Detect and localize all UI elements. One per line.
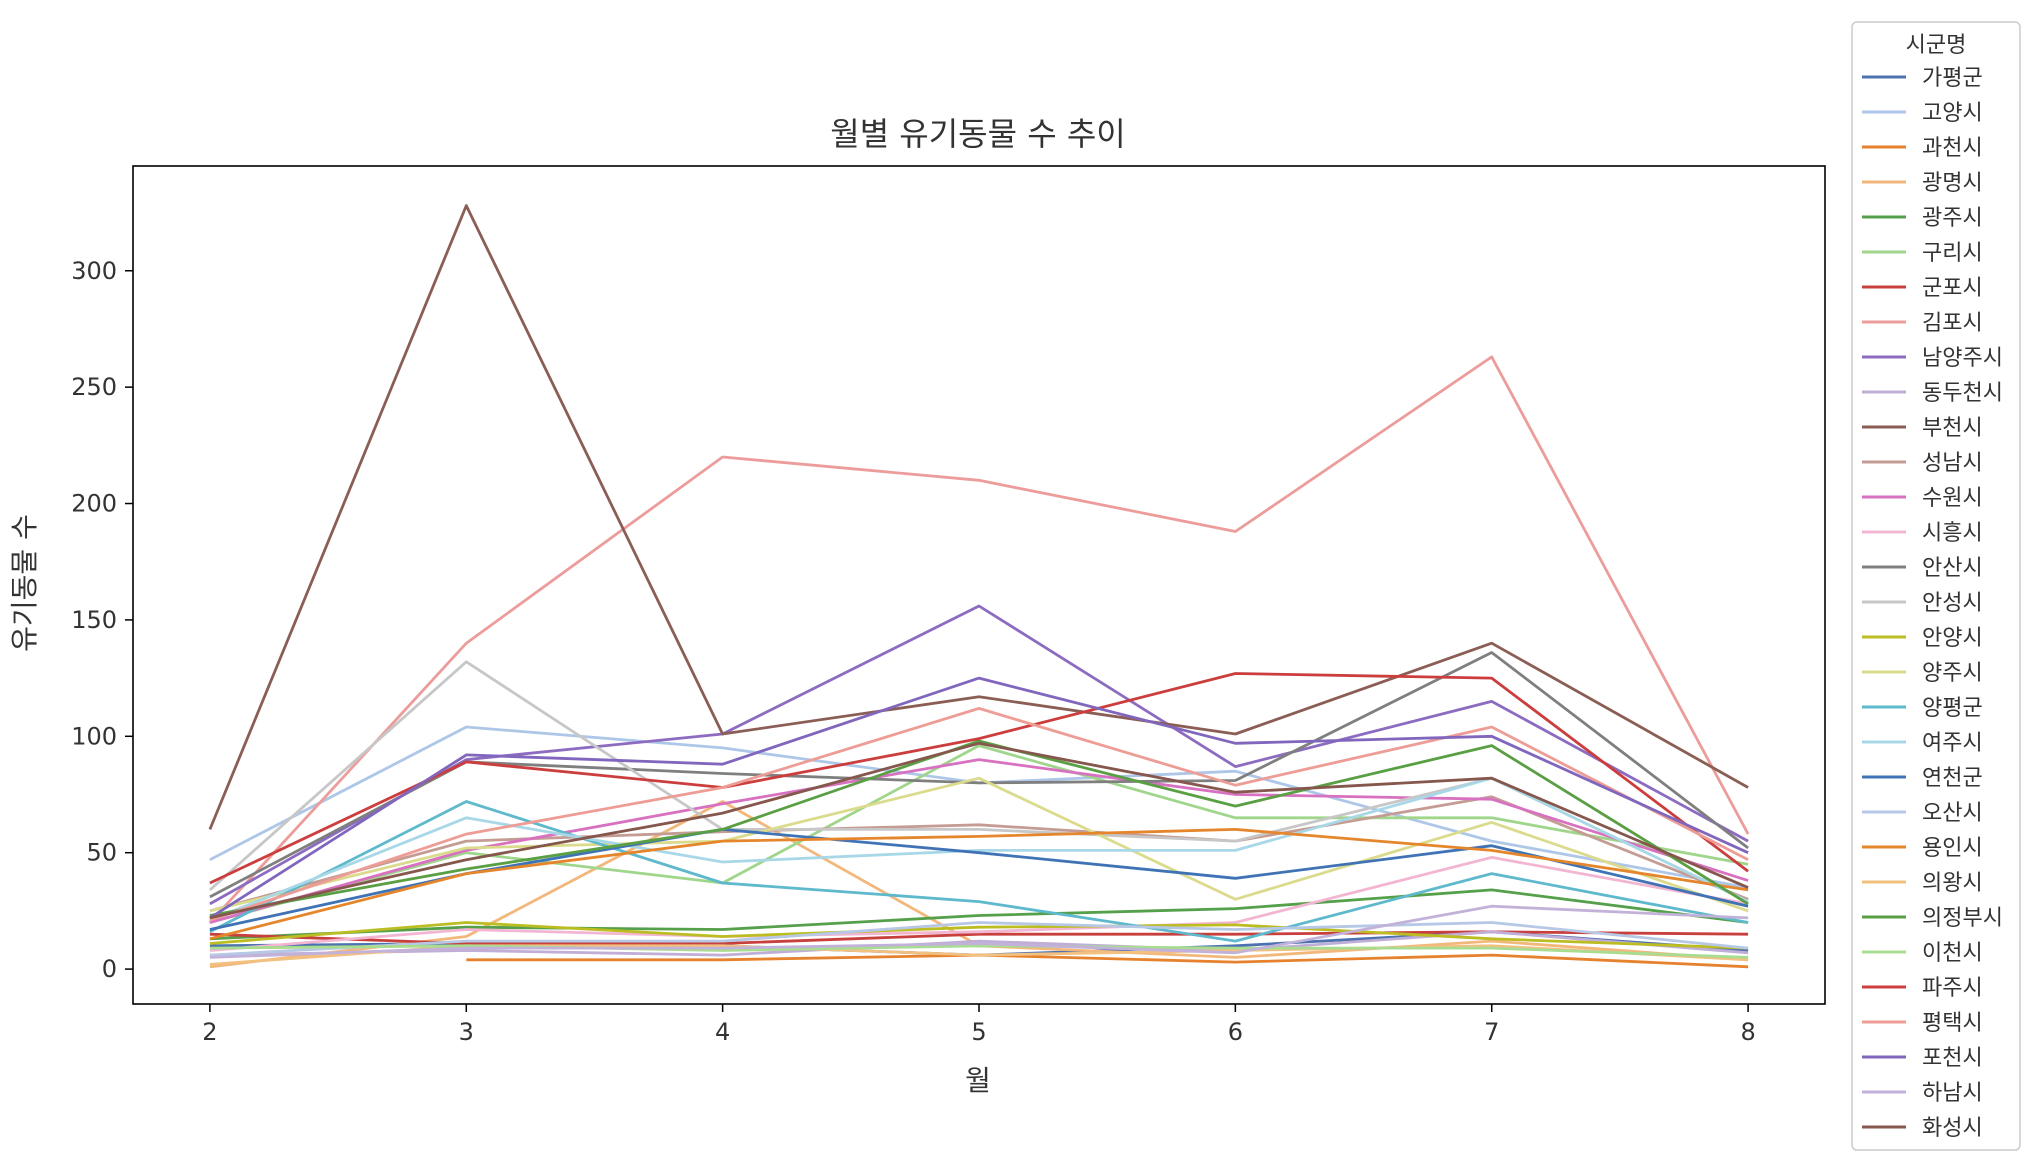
legend-label: 안양시 — [1922, 626, 1983, 651]
x-tick-label: 6 — [1228, 1018, 1243, 1046]
x-tick-label: 4 — [715, 1018, 730, 1046]
legend-label: 평택시 — [1922, 1011, 1983, 1036]
legend-label: 군포시 — [1922, 276, 1983, 301]
series-line-8 — [209, 604, 1749, 906]
series-line-2 — [466, 953, 1749, 969]
x-axis-label: 월 — [965, 1064, 991, 1097]
y-tick-label: 200 — [71, 490, 117, 518]
series-line-9 — [209, 930, 1749, 957]
legend: 시군명 가평군고양시과천시광명시광주시구리시군포시김포시남양주시동두천시부천시성… — [1851, 21, 2021, 1151]
series-line-28 — [209, 676, 1749, 920]
y-tick-label: 100 — [71, 722, 117, 750]
series-layer — [208, 204, 1750, 969]
legend-label: 양주시 — [1922, 661, 1983, 686]
series-line-21 — [209, 921, 1749, 957]
series-line-5 — [209, 744, 1749, 924]
legend-label: 시흥시 — [1922, 521, 1983, 546]
series-line-13 — [209, 856, 1749, 952]
legend-frame — [1851, 21, 2021, 1151]
legend-label: 안성시 — [1922, 591, 1983, 616]
y-tick-label: 50 — [86, 839, 117, 867]
series-line-30 — [209, 741, 1749, 920]
legend-label: 남양주시 — [1922, 346, 2003, 371]
axes-layer: 2 3 4 5 6 7 8 0 50 100 150 200 250 300 — [71, 257, 1756, 1046]
legend-items: 가평군고양시과천시광명시광주시구리시군포시김포시남양주시동두천시부천시성남시수원… — [1862, 66, 2003, 1141]
legend-label: 부천시 — [1922, 416, 1983, 441]
legend-label: 파주시 — [1922, 976, 1983, 1001]
chart-title: 월별 유기동물 수 추이 — [830, 115, 1125, 153]
x-tick-label: 7 — [1484, 1018, 1499, 1046]
series-line-22 — [209, 828, 1749, 941]
series-line-7 — [208, 355, 1750, 924]
legend-label: 여주시 — [1922, 731, 1983, 756]
x-tick-label: 5 — [971, 1018, 986, 1046]
legend-label: 구리시 — [1922, 241, 1983, 266]
x-tick-label: 3 — [459, 1018, 474, 1046]
x-tick-label: 2 — [202, 1018, 217, 1046]
legend-label: 포천시 — [1922, 1046, 1983, 1071]
series-line-27 — [209, 707, 1749, 922]
legend-label: 의정부시 — [1922, 906, 2003, 931]
series-line-4 — [209, 888, 1749, 941]
legend-title: 시군명 — [1906, 33, 1967, 58]
series-line-29 — [209, 904, 1749, 959]
series-line-25 — [209, 944, 1749, 959]
legend-label: 광명시 — [1922, 171, 1983, 196]
legend-label: 용인시 — [1922, 836, 1983, 861]
legend-label: 수원시 — [1922, 486, 1983, 511]
y-tick-label: 0 — [102, 955, 117, 983]
legend-label: 연천군 — [1922, 766, 1983, 791]
series-line-16 — [209, 921, 1749, 950]
series-line-17 — [209, 776, 1749, 913]
series-line-26 — [209, 672, 1749, 885]
y-axis-label: 유기동물 수 — [8, 514, 41, 652]
legend-label: 이천시 — [1922, 941, 1983, 966]
y-tick-label: 300 — [71, 257, 117, 285]
legend-label: 동두천시 — [1922, 381, 2003, 406]
series-line-12 — [209, 758, 1749, 924]
legend-label: 과천시 — [1922, 136, 1983, 161]
x-tick-label: 8 — [1740, 1018, 1755, 1046]
series-line-11 — [209, 795, 1749, 913]
legend-label: 하남시 — [1922, 1081, 1983, 1106]
legend-label: 양평군 — [1922, 696, 1983, 721]
legend-label: 의왕시 — [1922, 871, 1983, 896]
legend-label: 김포시 — [1922, 311, 1983, 336]
y-tick-label: 250 — [71, 373, 117, 401]
legend-label: 성남시 — [1922, 451, 1983, 476]
y-tick-label: 150 — [71, 606, 117, 634]
legend-label: 광주시 — [1922, 206, 1983, 231]
legend-label: 고양시 — [1922, 101, 1983, 126]
legend-label: 안산시 — [1922, 556, 1983, 581]
legend-label: 오산시 — [1922, 801, 1983, 826]
series-line-10 — [208, 204, 1749, 830]
series-line-18 — [209, 800, 1749, 943]
series-line-24 — [209, 739, 1749, 917]
legend-label: 화성시 — [1922, 1116, 1983, 1141]
legend-label: 가평군 — [1922, 66, 1983, 91]
